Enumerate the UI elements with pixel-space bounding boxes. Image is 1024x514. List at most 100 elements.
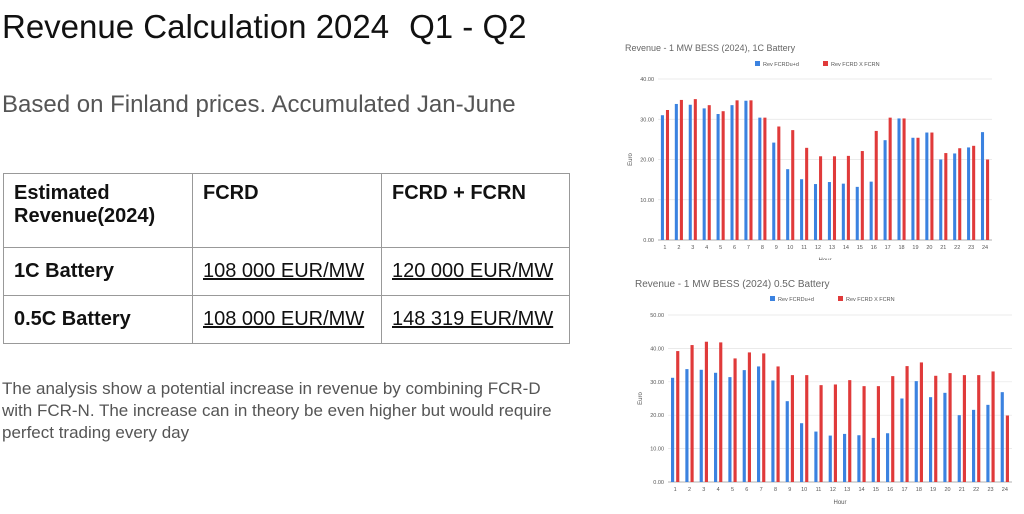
x-tick-label: 1 xyxy=(663,245,666,251)
x-tick-label: 14 xyxy=(843,245,849,251)
legend-label: Rev FCRD X FCRN xyxy=(831,62,880,68)
x-tick-label: 24 xyxy=(982,245,988,251)
x-tick-label: 8 xyxy=(761,245,764,251)
x-tick-label: 13 xyxy=(829,245,835,251)
y-axis-label: Euro xyxy=(628,153,634,166)
table-cell: 0.5C Battery xyxy=(3,295,193,344)
bar-fcrd xyxy=(685,369,689,482)
bar-fcrd-x-fcrn xyxy=(763,117,767,240)
x-tick-label: 18 xyxy=(916,487,922,493)
bar-fcrd-x-fcrn xyxy=(805,375,809,482)
bar-fcrd-x-fcrn xyxy=(833,384,837,482)
bar-fcrd xyxy=(897,118,901,240)
bar-fcrd xyxy=(828,435,832,482)
bar-fcrd xyxy=(883,140,887,240)
bar-fcrd xyxy=(967,147,971,240)
bar-fcrd-x-fcrn xyxy=(707,105,711,240)
y-tick-label: 50.00 xyxy=(650,313,664,319)
bar-fcrd xyxy=(800,423,804,482)
x-tick-label: 23 xyxy=(968,245,974,251)
bar-fcrd xyxy=(671,377,675,482)
chart-title: Revenue - 1 MW BESS (2024), 1C Battery xyxy=(625,43,796,53)
legend-label: Rev FCRD X FCRN xyxy=(846,297,895,303)
bar-fcrd-x-fcrn xyxy=(679,99,683,241)
bar-fcrd xyxy=(742,370,746,482)
table-cell-link[interactable]: 148 319 EUR/MW xyxy=(381,295,570,344)
x-tick-label: 6 xyxy=(733,245,736,251)
bar-fcrd-x-fcrn xyxy=(690,345,694,482)
x-tick-label: 16 xyxy=(871,245,877,251)
table-cell-link[interactable]: 108 000 EUR/MW xyxy=(192,295,382,344)
x-tick-label: 9 xyxy=(775,245,778,251)
x-tick-label: 2 xyxy=(688,487,691,493)
x-tick-label: 9 xyxy=(788,487,791,493)
x-tick-label: 24 xyxy=(1002,487,1008,493)
bar-fcrd-x-fcrn xyxy=(919,362,923,482)
table-header: FCRD xyxy=(192,173,382,248)
x-tick-label: 3 xyxy=(691,245,694,251)
bar-fcrd xyxy=(688,104,692,240)
bar-fcrd-x-fcrn xyxy=(665,109,670,241)
y-tick-label: 20.00 xyxy=(650,413,664,419)
legend-swatch xyxy=(838,296,843,301)
table-cell-link[interactable]: 108 000 EUR/MW xyxy=(192,247,382,296)
x-tick-label: 18 xyxy=(898,245,904,251)
bar-fcrd-x-fcrn xyxy=(848,380,852,482)
chart-1c-battery: Revenue - 1 MW BESS (2024), 1C Battery Re… xyxy=(625,43,992,260)
x-tick-label: 22 xyxy=(954,245,960,251)
bar-fcrd xyxy=(855,186,859,240)
bar-fcrd xyxy=(702,108,706,240)
legend-swatch xyxy=(755,61,760,66)
table-header: Estimated Revenue(2024) xyxy=(3,173,193,248)
bar-fcrd-x-fcrn xyxy=(902,118,906,240)
bar-fcrd-x-fcrn xyxy=(819,385,823,482)
x-tick-label: 1 xyxy=(674,487,677,493)
bar-fcrd-x-fcrn xyxy=(934,375,938,482)
x-tick-label: 17 xyxy=(885,245,891,251)
x-tick-label: 21 xyxy=(940,245,946,251)
bar-fcrd xyxy=(813,184,818,240)
table-row: 0.5C Battery 108 000 EUR/MW 148 319 EUR/… xyxy=(3,295,570,344)
bar-fcrd-x-fcrn xyxy=(790,375,794,482)
revenue-table: Estimated Revenue(2024) FCRD FCRD + FCRN… xyxy=(3,173,570,344)
x-tick-label: 20 xyxy=(926,245,932,251)
bar-fcrd xyxy=(869,181,873,240)
x-tick-label: 19 xyxy=(912,245,918,251)
table-cell-link[interactable]: 120 000 EUR/MW xyxy=(381,247,570,296)
title-period: Q1 - Q2 xyxy=(409,8,527,45)
bar-fcrd-x-fcrn xyxy=(733,358,737,482)
x-axis-label: Hour xyxy=(833,500,846,506)
bar-fcrd-x-fcrn xyxy=(991,371,995,482)
bar-fcrd xyxy=(841,183,845,240)
x-tick-label: 23 xyxy=(987,487,993,493)
bar-fcrd xyxy=(758,117,762,240)
bar-fcrd xyxy=(1000,392,1004,482)
x-tick-label: 10 xyxy=(801,487,807,493)
bar-fcrd-x-fcrn xyxy=(791,130,795,240)
x-tick-label: 20 xyxy=(944,487,950,493)
bar-fcrd-x-fcrn xyxy=(862,386,866,482)
bar-fcrd xyxy=(772,142,776,240)
bar-fcrd xyxy=(953,153,957,240)
bar-fcrd xyxy=(914,381,918,482)
x-tick-label: 7 xyxy=(747,245,750,251)
x-tick-label: 4 xyxy=(717,487,720,493)
bar-fcrd-x-fcrn xyxy=(905,366,909,482)
bar-fcrd xyxy=(925,132,929,240)
bar-fcrd xyxy=(957,415,961,482)
bar-fcrd-x-fcrn xyxy=(776,366,780,482)
x-tick-label: 15 xyxy=(857,245,863,251)
bar-fcrd-x-fcrn xyxy=(735,100,739,240)
bar-fcrd xyxy=(972,409,976,482)
bar-fcrd xyxy=(886,433,890,482)
bar-fcrd-x-fcrn xyxy=(819,156,823,240)
x-axis-label: Hour xyxy=(818,258,831,260)
bar-fcrd xyxy=(814,431,818,482)
bar-fcrd-x-fcrn xyxy=(930,132,934,240)
bar-fcrd-x-fcrn xyxy=(948,373,952,482)
bar-fcrd xyxy=(744,100,748,240)
bar-fcrd xyxy=(785,401,789,482)
bar-fcrd-x-fcrn xyxy=(986,159,990,240)
bar-fcrd-x-fcrn xyxy=(962,375,966,482)
bar-fcrd xyxy=(771,380,775,482)
